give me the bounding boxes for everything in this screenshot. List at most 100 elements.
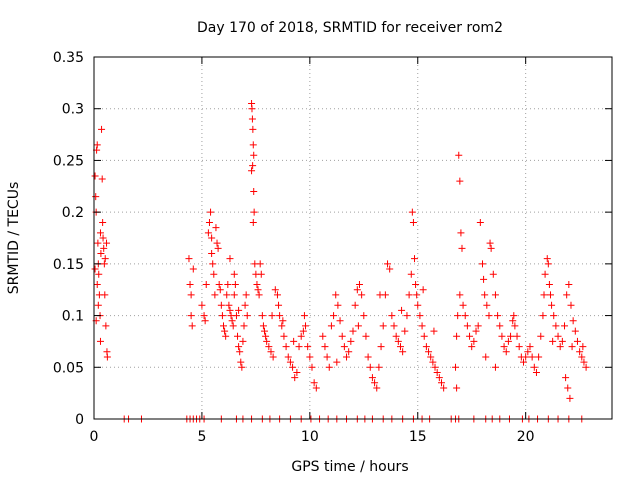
data-point bbox=[582, 363, 590, 371]
x-tick-label: 0 bbox=[90, 429, 99, 445]
data-point bbox=[259, 322, 267, 330]
data-point bbox=[379, 322, 387, 330]
data-point bbox=[539, 312, 547, 320]
data-point bbox=[304, 343, 312, 351]
data-point bbox=[248, 105, 256, 113]
data-point bbox=[384, 260, 392, 268]
data-point bbox=[546, 291, 554, 299]
data-point bbox=[349, 327, 357, 335]
data-point bbox=[321, 343, 329, 351]
data-point bbox=[231, 281, 239, 289]
data-point bbox=[483, 301, 491, 309]
data-point bbox=[408, 208, 416, 216]
data-point bbox=[558, 337, 566, 345]
data-point bbox=[273, 291, 281, 299]
data-point bbox=[102, 322, 110, 330]
data-point bbox=[454, 312, 462, 320]
data-point bbox=[253, 281, 261, 289]
data-point bbox=[507, 332, 515, 340]
data-point bbox=[405, 291, 413, 299]
data-point bbox=[545, 281, 553, 289]
data-point bbox=[249, 162, 257, 170]
data-point bbox=[485, 312, 493, 320]
data-point bbox=[92, 193, 100, 201]
x-axis-label: GPS time / hours bbox=[291, 459, 408, 475]
data-point bbox=[513, 332, 521, 340]
x-tick-label: 20 bbox=[517, 429, 535, 445]
data-point bbox=[368, 374, 376, 382]
data-point bbox=[271, 286, 279, 294]
data-point bbox=[407, 270, 415, 278]
data-point bbox=[489, 270, 497, 278]
data-point bbox=[207, 208, 215, 216]
data-point bbox=[459, 301, 467, 309]
data-point bbox=[573, 337, 581, 345]
data-point bbox=[481, 291, 489, 299]
data-point bbox=[491, 363, 499, 371]
data-point bbox=[463, 322, 471, 330]
data-point bbox=[472, 327, 480, 335]
data-point bbox=[388, 312, 396, 320]
data-point bbox=[249, 141, 257, 149]
data-point bbox=[243, 312, 251, 320]
data-point bbox=[340, 343, 348, 351]
data-point bbox=[282, 343, 290, 351]
data-point bbox=[96, 337, 104, 345]
data-point bbox=[474, 322, 482, 330]
gridlines bbox=[94, 57, 612, 419]
data-point bbox=[101, 291, 109, 299]
data-point bbox=[537, 332, 545, 340]
data-point bbox=[306, 353, 314, 361]
data-point bbox=[211, 291, 219, 299]
data-point bbox=[257, 270, 265, 278]
data-point bbox=[377, 343, 385, 351]
data-point bbox=[412, 281, 420, 289]
data-point bbox=[540, 291, 548, 299]
data-point bbox=[435, 374, 443, 382]
data-point bbox=[520, 358, 528, 366]
data-point bbox=[269, 353, 277, 361]
data-point bbox=[532, 368, 540, 376]
y-tick-label: 0.25 bbox=[53, 153, 84, 169]
data-point bbox=[212, 224, 220, 232]
data-point bbox=[286, 358, 294, 366]
data-point bbox=[332, 291, 340, 299]
data-point bbox=[549, 337, 557, 345]
y-tick-label: 0.35 bbox=[53, 50, 84, 66]
data-point bbox=[347, 337, 355, 345]
data-point bbox=[96, 229, 104, 237]
data-point bbox=[249, 125, 257, 133]
data-point bbox=[522, 353, 530, 361]
data-point bbox=[210, 270, 218, 278]
data-point bbox=[187, 312, 195, 320]
data-point bbox=[255, 291, 263, 299]
data-point bbox=[403, 312, 411, 320]
data-point bbox=[502, 348, 510, 356]
data-point bbox=[455, 151, 463, 159]
data-point bbox=[336, 317, 344, 325]
data-point bbox=[202, 281, 210, 289]
data-point bbox=[345, 348, 353, 356]
data-point bbox=[225, 301, 233, 309]
data-point bbox=[236, 348, 244, 356]
data-point bbox=[364, 353, 372, 361]
data-point bbox=[223, 291, 231, 299]
data-point bbox=[299, 327, 307, 335]
data-point bbox=[362, 332, 370, 340]
data-point bbox=[375, 363, 383, 371]
x-tick-label: 10 bbox=[301, 429, 319, 445]
data-point bbox=[419, 286, 427, 294]
data-point bbox=[213, 239, 221, 247]
data-point bbox=[456, 177, 464, 185]
data-point bbox=[452, 363, 460, 371]
data-point bbox=[561, 322, 569, 330]
data-point bbox=[189, 265, 197, 273]
data-point bbox=[187, 291, 195, 299]
data-point bbox=[261, 327, 269, 335]
data-point bbox=[209, 260, 217, 268]
data-point bbox=[564, 384, 572, 392]
data-point bbox=[569, 317, 577, 325]
data-point bbox=[263, 337, 271, 345]
data-point bbox=[265, 343, 273, 351]
data-point bbox=[100, 244, 108, 252]
